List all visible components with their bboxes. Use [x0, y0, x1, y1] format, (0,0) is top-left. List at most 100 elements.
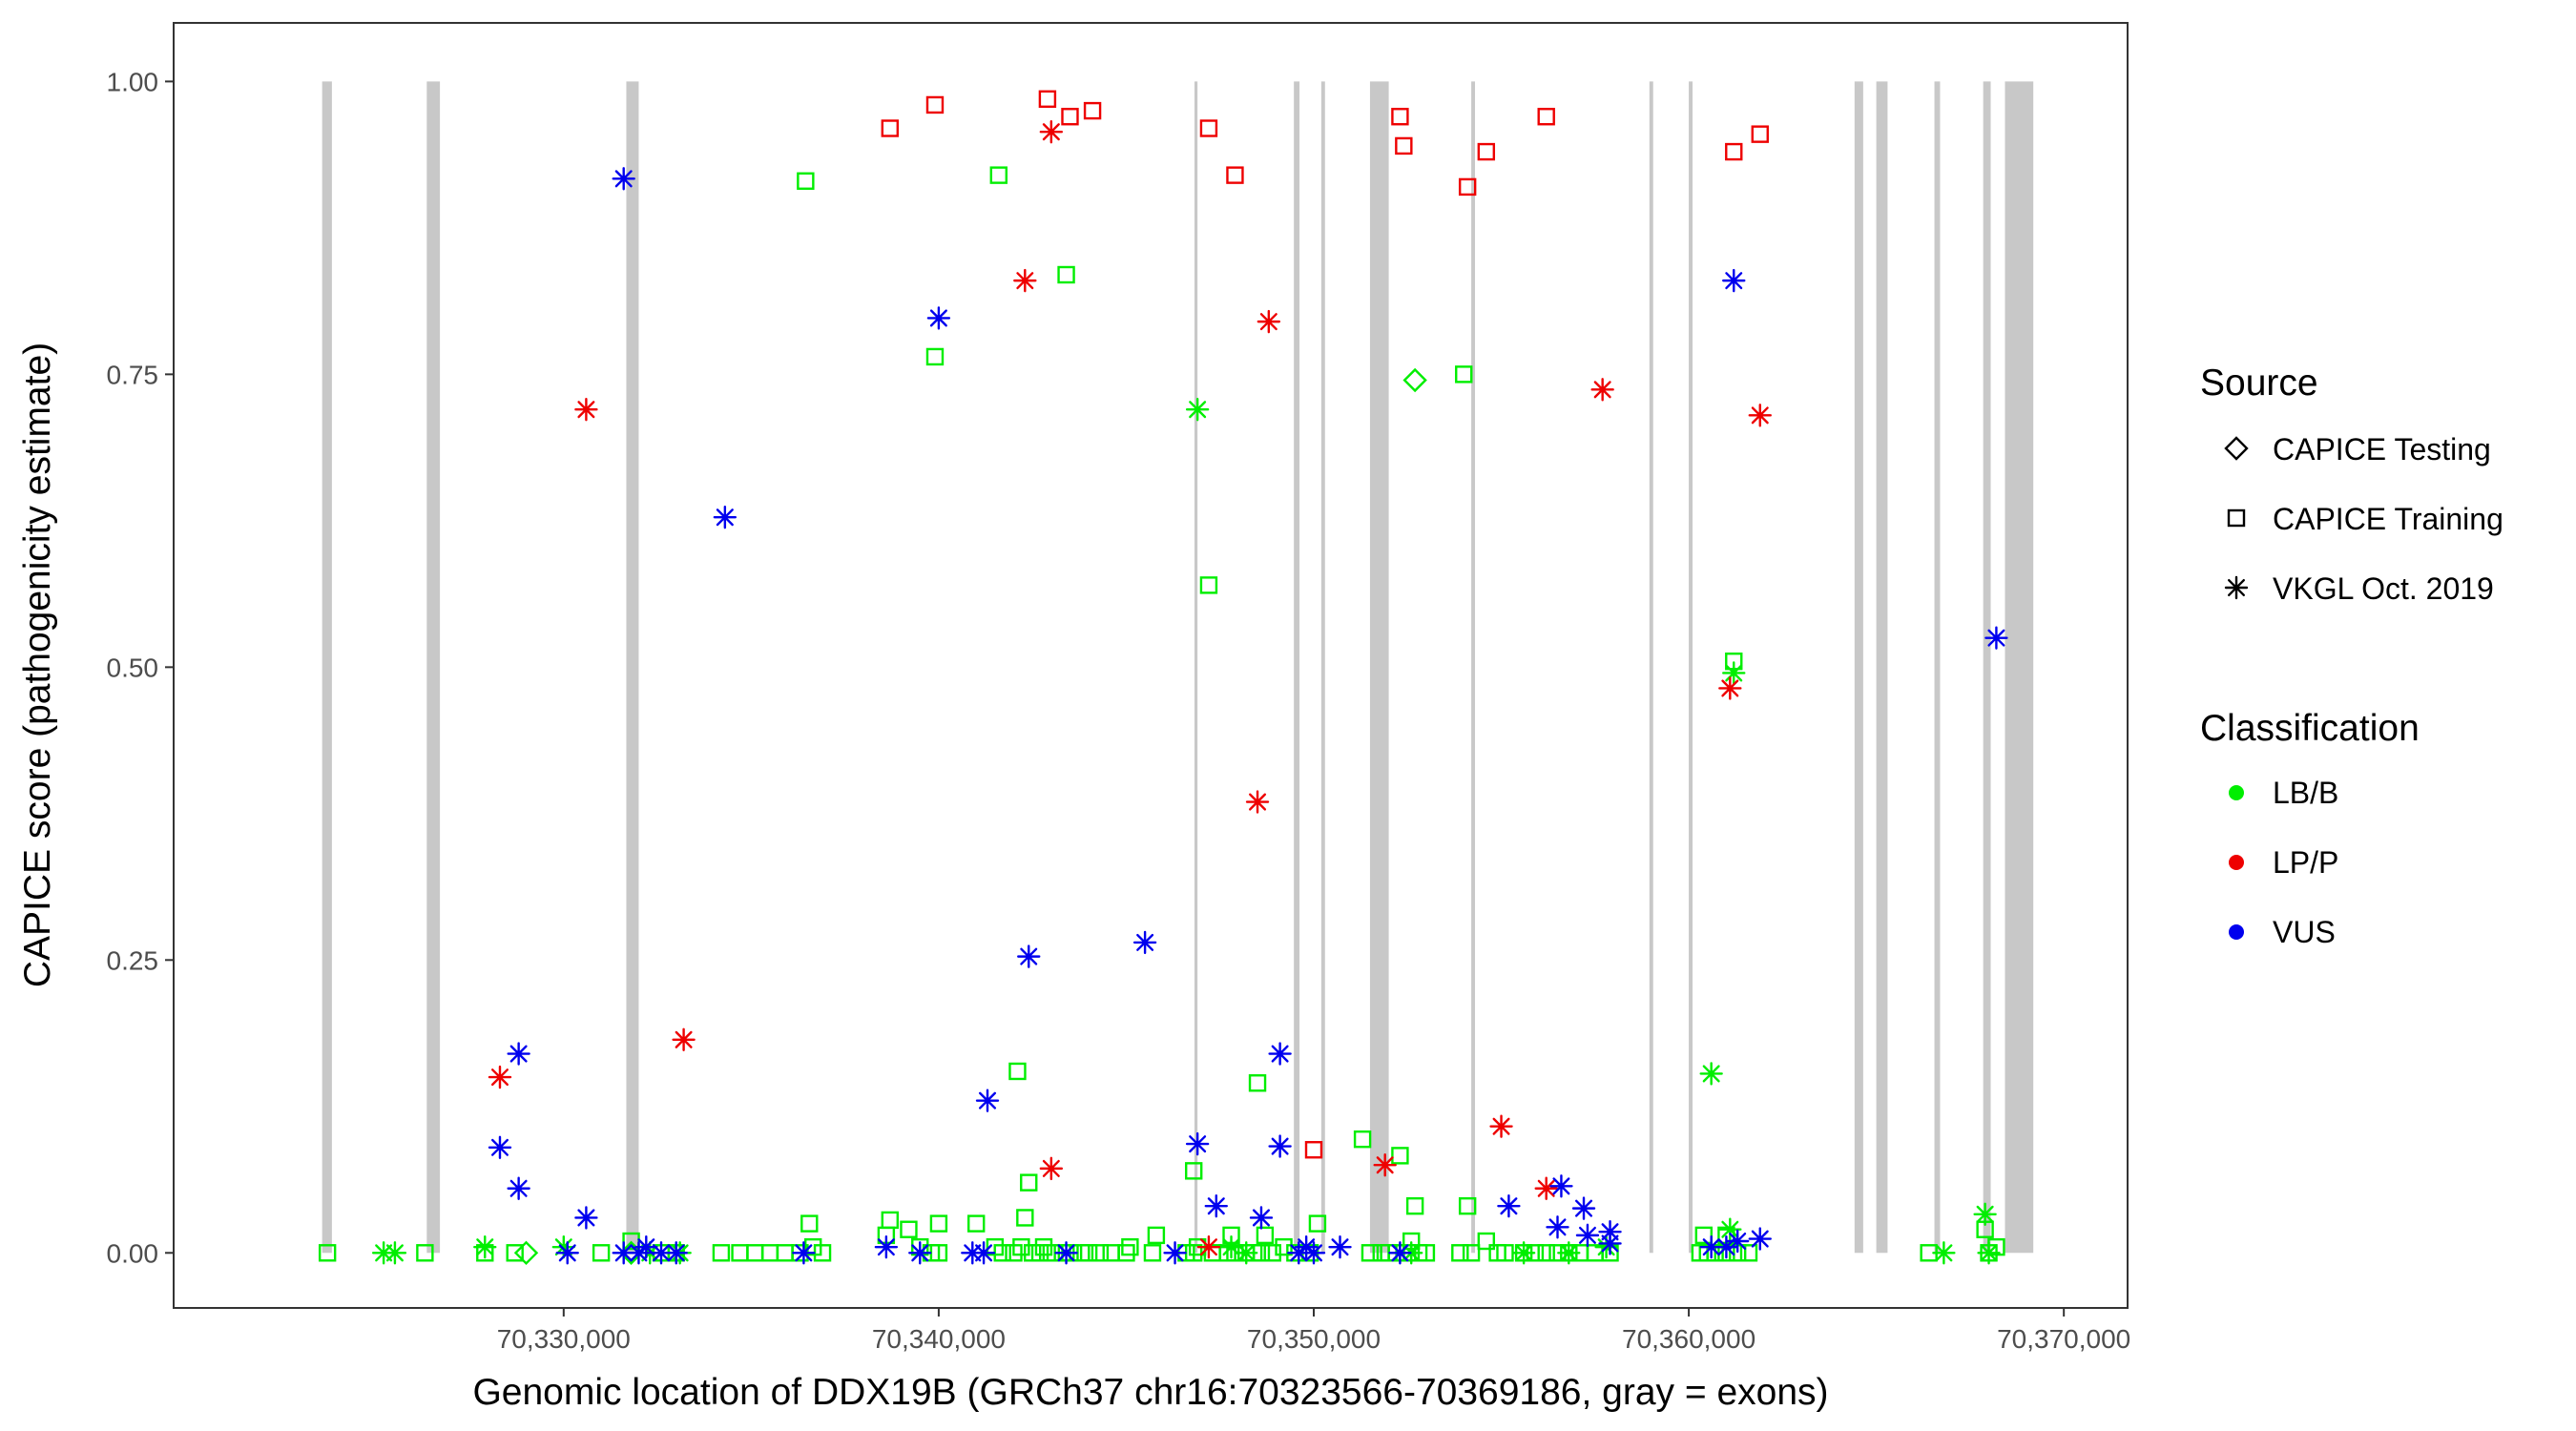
exon-band: [1649, 81, 1653, 1254]
data-point: [488, 1135, 512, 1159]
exon-band: [426, 81, 441, 1254]
data-point: [1061, 108, 1079, 126]
legend-key-diamond: [2224, 436, 2249, 461]
y-tick-label: 0.75: [107, 360, 159, 389]
data-point: [1462, 1244, 1481, 1262]
data-point: [1308, 1214, 1327, 1233]
data-point: [1575, 1223, 1600, 1248]
legend-source-keys: [2224, 436, 2249, 600]
data-point: [1549, 1174, 1573, 1198]
exon-band: [1294, 81, 1300, 1254]
data-point: [746, 1244, 764, 1262]
data-point: [925, 347, 945, 366]
data-point: [1546, 1215, 1569, 1239]
data-point: [1534, 1176, 1558, 1200]
data-point: [1739, 1244, 1758, 1262]
legend-key-dot: [2229, 924, 2244, 940]
y-tick-label: 0.50: [107, 653, 159, 682]
data-point: [1725, 142, 1743, 161]
data-point: [1268, 1042, 1292, 1066]
data-point: [1030, 1244, 1049, 1262]
legend-item-capice-testing: CAPICE Testing: [2273, 432, 2491, 467]
data-point: [488, 1065, 512, 1089]
data-point: [989, 166, 1008, 184]
exon-band: [626, 81, 639, 1254]
data-point: [1984, 626, 2008, 650]
data-point: [1557, 1241, 1581, 1265]
data-point: [1083, 101, 1102, 120]
data-point: [881, 1211, 900, 1230]
data-point: [1163, 1241, 1187, 1265]
data-point: [672, 1027, 696, 1052]
data-point: [881, 119, 900, 137]
data-point: [1013, 268, 1037, 293]
data-point: [507, 1042, 530, 1066]
x-tick-label: 70,330,000: [497, 1324, 631, 1354]
x-tick-label: 70,350,000: [1247, 1324, 1381, 1354]
data-point: [1694, 1226, 1714, 1245]
data-point: [513, 1240, 539, 1265]
data-point: [592, 1244, 611, 1262]
data-point: [1451, 1244, 1469, 1262]
axes-layer: 0.00 0.25 0.50 0.75 1.00 70,330,000 70,340,000…: [107, 67, 2131, 1354]
exon-band: [1320, 81, 1325, 1254]
data-point: [925, 95, 945, 114]
data-point: [776, 1244, 794, 1262]
data-point: [1405, 1196, 1424, 1215]
data-point: [760, 1244, 779, 1262]
data-point: [1391, 1147, 1409, 1165]
data-point: [1598, 1219, 1622, 1244]
data-point: [1235, 1241, 1258, 1265]
data-point: [1304, 1141, 1323, 1159]
data-point: [929, 1214, 948, 1233]
points-layer: [318, 90, 2008, 1265]
legend-classification: Classification LB/B LP/P VUS: [2200, 708, 2420, 949]
data-point: [1537, 108, 1555, 126]
exon-band: [2005, 81, 2034, 1254]
data-point: [664, 1241, 688, 1265]
data-point: [555, 1241, 579, 1265]
data-point: [1294, 1234, 1319, 1259]
data-point: [908, 1241, 932, 1265]
data-point: [813, 1244, 832, 1262]
exon-band: [1689, 81, 1693, 1254]
data-point: [612, 1241, 635, 1265]
data-point: [1017, 944, 1041, 968]
data-point: [574, 1206, 598, 1230]
data-point: [1722, 661, 1746, 685]
exon-band: [1854, 81, 1863, 1254]
data-point: [1226, 166, 1244, 184]
exon-band: [1471, 81, 1476, 1254]
data-point: [1185, 1162, 1203, 1180]
data-point: [506, 1244, 524, 1262]
series-group: [881, 90, 1769, 1159]
data-point: [1511, 1241, 1536, 1265]
data-point: [1020, 1173, 1038, 1192]
plot-panel: [173, 22, 2129, 1309]
data-point: [1008, 1062, 1027, 1081]
data-point: [1102, 1244, 1120, 1262]
data-point: [1932, 1241, 1956, 1265]
y-tick-label: 0.00: [107, 1238, 159, 1268]
data-point: [971, 1241, 996, 1265]
data-point: [551, 1234, 576, 1259]
data-point: [900, 1220, 918, 1238]
data-point: [1361, 1244, 1380, 1262]
data-point: [1256, 1226, 1275, 1245]
data-point: [1016, 1209, 1034, 1227]
data-point: [1199, 119, 1218, 137]
data-point: [1714, 1234, 1738, 1259]
data-point: [1751, 125, 1769, 143]
data-point: [1489, 1114, 1513, 1138]
data-point: [1699, 1062, 1723, 1086]
data-point: [1590, 378, 1614, 402]
data-point: [1395, 136, 1413, 156]
data-point: [731, 1244, 749, 1262]
legend-classification-title: Classification: [2200, 708, 2420, 749]
data-point: [1039, 119, 1064, 144]
legend-source: Source CAPICE Testing CAPICE Training VK…: [2200, 363, 2503, 606]
legend-item-vus: VUS: [2273, 915, 2336, 949]
data-point: [1143, 1244, 1162, 1262]
data-point: [1012, 1237, 1030, 1256]
